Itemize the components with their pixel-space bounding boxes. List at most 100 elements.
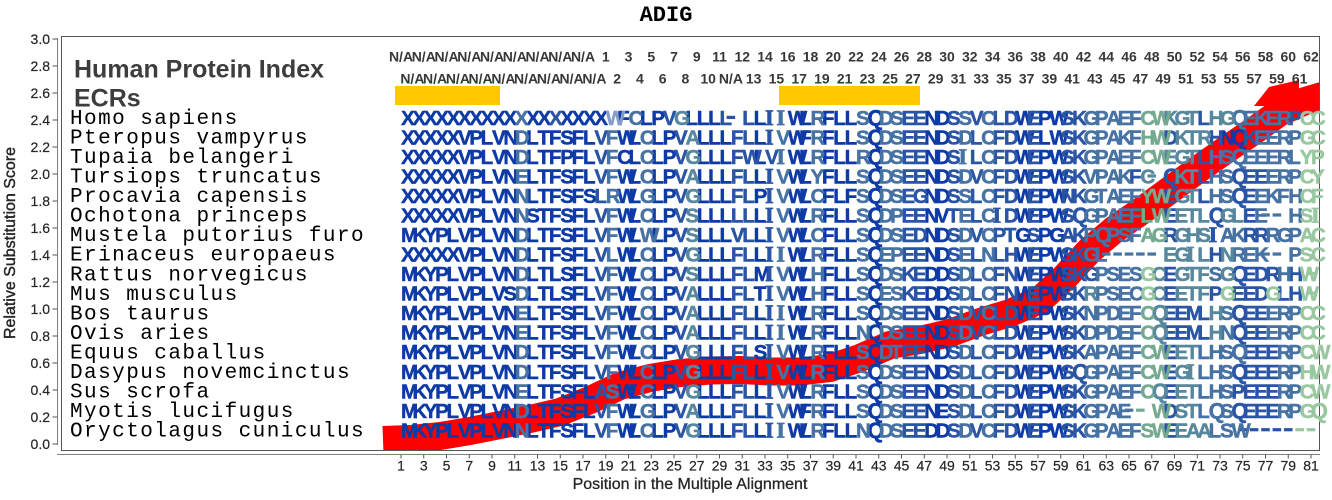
svg-text:SW: SW: [1140, 419, 1171, 442]
svg-text:52: 52: [1189, 49, 1205, 65]
svg-text:73: 73: [1212, 458, 1228, 474]
svg-text:4: 4: [636, 71, 644, 87]
svg-text:61: 61: [1076, 458, 1092, 474]
svg-text:I: I: [765, 105, 774, 130]
svg-text:I: I: [765, 398, 774, 423]
svg-text:42: 42: [1076, 49, 1092, 65]
svg-text:12: 12: [734, 49, 750, 65]
svg-text:ECRs: ECRs: [74, 85, 141, 113]
svg-text:19: 19: [598, 458, 614, 474]
svg-text:I: I: [765, 359, 774, 384]
svg-text:1.4: 1.4: [31, 247, 51, 263]
svg-text:28: 28: [916, 49, 932, 65]
svg-text:Homo sapiens: Homo sapiens: [70, 108, 239, 131]
svg-text:Oryctolagus cuniculus: Oryctolagus cuniculus: [70, 420, 365, 443]
svg-text:I: I: [765, 300, 774, 325]
svg-text:Erinaceus europaeus: Erinaceus europaeus: [70, 245, 337, 268]
svg-text:I: I: [765, 378, 774, 403]
svg-text:27: 27: [689, 458, 705, 474]
svg-text:Q: Q: [867, 145, 884, 170]
svg-text:1.8: 1.8: [31, 193, 51, 209]
svg-text:51: 51: [1178, 71, 1194, 87]
svg-text:Q: Q: [1209, 398, 1226, 423]
svg-text:I: I: [765, 242, 774, 267]
svg-text:7: 7: [670, 49, 678, 65]
svg-text:N/A: N/A: [491, 71, 515, 87]
svg-text:47: 47: [1133, 71, 1149, 87]
svg-text:I: I: [776, 242, 785, 267]
svg-text:41: 41: [1064, 71, 1080, 87]
svg-text:Sus scrofa: Sus scrofa: [70, 381, 211, 404]
svg-text:Equus caballus: Equus caballus: [70, 342, 267, 365]
svg-text:CW: CW: [1140, 341, 1171, 364]
svg-text:CY: CY: [1300, 166, 1325, 189]
svg-text:Tupaia belangeri: Tupaia belangeri: [70, 147, 295, 170]
svg-text:N/A: N/A: [719, 71, 743, 87]
svg-text:43: 43: [1087, 71, 1103, 87]
svg-text:0.2: 0.2: [31, 409, 51, 425]
svg-text:1: 1: [602, 49, 610, 65]
svg-text:21: 21: [621, 458, 637, 474]
svg-text:53: 53: [985, 458, 1001, 474]
svg-text:15: 15: [769, 71, 785, 87]
svg-text:41: 41: [848, 458, 864, 474]
svg-text:31: 31: [734, 458, 750, 474]
svg-text:40: 40: [1053, 49, 1069, 65]
svg-text:30: 30: [939, 49, 955, 65]
svg-text:51: 51: [962, 458, 978, 474]
svg-text:38: 38: [1030, 49, 1046, 65]
svg-text:GC: GC: [1300, 127, 1326, 150]
svg-text:50: 50: [1167, 49, 1183, 65]
svg-text:Q: Q: [1231, 320, 1248, 345]
svg-text:53: 53: [1201, 71, 1217, 87]
svg-text:54: 54: [1212, 49, 1228, 65]
svg-text:Q: Q: [867, 164, 884, 189]
svg-text:59: 59: [1053, 458, 1069, 474]
svg-text:LW: LW: [1140, 205, 1171, 228]
svg-text:13: 13: [530, 458, 546, 474]
svg-text:26: 26: [894, 49, 910, 65]
svg-text:55: 55: [1007, 458, 1023, 474]
svg-text:27: 27: [905, 71, 921, 87]
svg-text:39: 39: [825, 458, 841, 474]
svg-text:1.6: 1.6: [31, 220, 51, 236]
svg-text:3: 3: [420, 458, 428, 474]
svg-text:CW: CW: [1300, 341, 1331, 364]
svg-text:Pteropus vampyrus: Pteropus vampyrus: [70, 128, 309, 151]
svg-text:19: 19: [814, 71, 830, 87]
svg-text:10: 10: [700, 71, 716, 87]
svg-text:CW: CW: [1140, 107, 1171, 130]
svg-text:17: 17: [575, 458, 591, 474]
svg-text:Q: Q: [867, 418, 884, 443]
svg-text:55: 55: [1224, 71, 1240, 87]
svg-text:9: 9: [488, 458, 496, 474]
svg-text:VVFLEESLLHESKH: VVFLEESLLHESKH: [594, 244, 1223, 267]
svg-text:45: 45: [1110, 71, 1126, 87]
svg-text:G: G: [1300, 400, 1316, 423]
svg-text:25: 25: [882, 71, 898, 87]
svg-text:Mustela putorius furo: Mustela putorius furo: [70, 225, 365, 248]
svg-text:YW: YW: [1140, 185, 1171, 208]
svg-text:31: 31: [951, 71, 967, 87]
svg-text:16: 16: [780, 49, 796, 65]
svg-text:60: 60: [1280, 49, 1296, 65]
svg-text:47: 47: [916, 458, 932, 474]
svg-text:13: 13: [746, 71, 762, 87]
svg-text:2.2: 2.2: [31, 139, 51, 155]
svg-text:Q: Q: [1231, 301, 1248, 326]
svg-text:Q: Q: [1152, 379, 1169, 404]
svg-text:34: 34: [985, 49, 1001, 65]
svg-text:46: 46: [1121, 49, 1137, 65]
svg-text:Q: Q: [1231, 398, 1248, 423]
svg-text:0.6: 0.6: [31, 355, 51, 371]
svg-text:N/A: N/A: [389, 49, 413, 65]
svg-text:I: I: [1186, 359, 1195, 384]
svg-text:YP: YP: [1300, 146, 1325, 169]
svg-text:Q: Q: [1231, 340, 1248, 365]
svg-text:1.2: 1.2: [31, 274, 51, 290]
svg-text:Rattus norvegicus: Rattus norvegicus: [70, 264, 309, 287]
svg-text:Q: Q: [867, 301, 884, 326]
svg-text:N/A: N/A: [423, 71, 447, 87]
svg-text:36: 36: [1007, 49, 1023, 65]
svg-text:65: 65: [1121, 458, 1137, 474]
